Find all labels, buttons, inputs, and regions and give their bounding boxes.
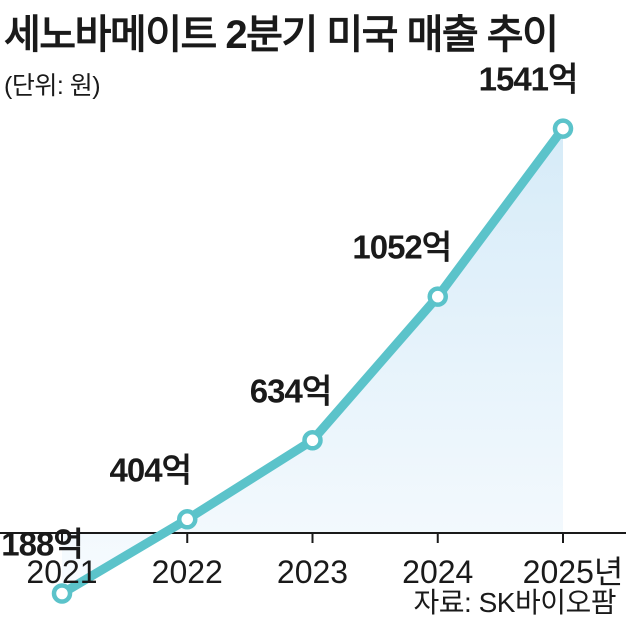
data-label-2021: 188억: [1, 526, 82, 563]
data-point-2021: [51, 583, 73, 604]
x-tick-label-2025년: 2025년: [523, 554, 624, 590]
source-note: 자료: SK바이오팜: [413, 587, 617, 618]
x-tick-label-2021: 2021: [26, 554, 97, 590]
data-point-2025년: [552, 118, 574, 139]
chart-title: 세노바메이트 2분기 미국 매출 추이: [4, 13, 559, 57]
data-label-2025년: 1541억: [479, 61, 578, 98]
x-tick-label-2023: 2023: [277, 554, 348, 590]
data-label-2024: 1052억: [352, 229, 451, 266]
area-fill: [62, 128, 563, 594]
x-tick-label-2022: 2022: [152, 554, 223, 590]
data-point-2024: [427, 286, 448, 307]
unit-note: (단위: 원): [4, 72, 101, 100]
data-point-2022: [177, 509, 198, 530]
x-tick-label-2024: 2024: [402, 554, 473, 590]
data-point-2023: [302, 430, 323, 451]
data-label-2023: 634억: [250, 372, 331, 409]
data-label-2022: 404억: [110, 451, 191, 488]
